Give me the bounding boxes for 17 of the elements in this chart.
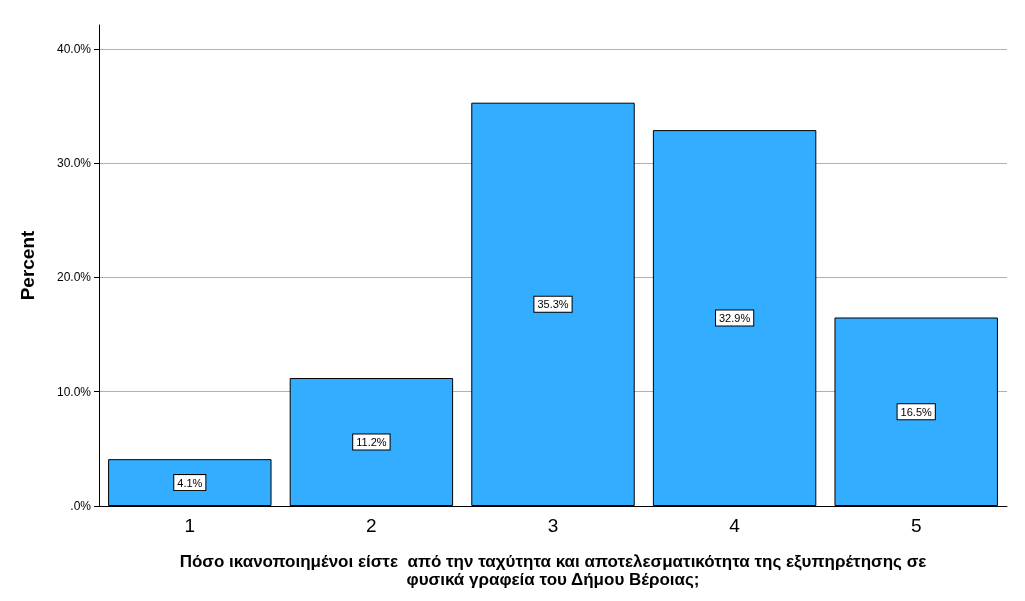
x-tick-label: 4 <box>729 515 741 536</box>
y-tick-label: 30.0% <box>56 156 92 171</box>
data-label: 35.3% <box>537 298 569 311</box>
y-tick-label: 40.0% <box>56 41 92 56</box>
data-label: 32.9% <box>719 312 751 325</box>
x-tick-label: 1 <box>184 515 196 536</box>
x-tick-label: 5 <box>910 515 922 536</box>
y-axis-title: Percent <box>17 229 38 301</box>
y-tick-label: .0% <box>70 499 92 513</box>
data-label: 4.1% <box>177 476 203 489</box>
x-tick-label: 2 <box>366 515 377 536</box>
data-label: 11.2% <box>356 436 387 449</box>
y-tick-label: 10.0% <box>56 384 92 399</box>
data-label: 16.5% <box>900 405 933 418</box>
x-tick-label: 3 <box>547 515 559 536</box>
x-axis-title: Πόσο ικανοποιημένοι είστε από την ταχύτητα και αποτελεσματικότητα της εξυπηρέτησης σε φυσικά γραφεία του Δήμου Βέροιας; <box>179 551 927 589</box>
y-tick-label: 20.0% <box>56 270 92 285</box>
